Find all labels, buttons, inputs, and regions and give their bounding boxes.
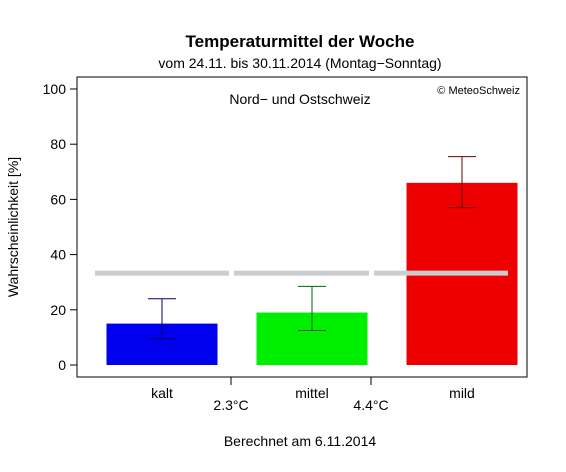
region-label: Nord− und Ostschweiz — [229, 91, 370, 107]
copyright-label: © MeteoSchweiz — [437, 85, 520, 97]
x-category-label: mittel — [295, 385, 328, 401]
footer-note: Berechnet am 6.11.2014 — [224, 433, 377, 449]
y-tick-label: 20 — [50, 302, 66, 318]
x-category-label: mild — [449, 385, 475, 401]
y-axis: 0 20 40 60 80 100 — [43, 81, 77, 373]
chart-subtitle: vom 24.11. bis 30.11.2014 (Montag−Sonnta… — [158, 55, 441, 71]
y-tick-label: 0 — [58, 357, 66, 373]
x-category-label: kalt — [151, 385, 173, 401]
plot-frame — [76, 76, 528, 378]
threshold-label: 4.4°C — [353, 397, 388, 413]
y-axis-label: Wahrscheinlichkeit [%] — [5, 157, 21, 297]
y-tick-label: 40 — [50, 247, 66, 263]
threshold-label: 2.3°C — [213, 397, 248, 413]
y-tick-label: 100 — [43, 81, 67, 97]
y-tick-label: 60 — [50, 191, 66, 207]
y-tick-label: 80 — [50, 136, 66, 152]
x-axis: kalt mittel mild 2.3°C 4.4°C — [151, 377, 475, 413]
chart-title: Temperaturmittel der Woche — [186, 32, 415, 51]
error-bars — [148, 156, 476, 340]
